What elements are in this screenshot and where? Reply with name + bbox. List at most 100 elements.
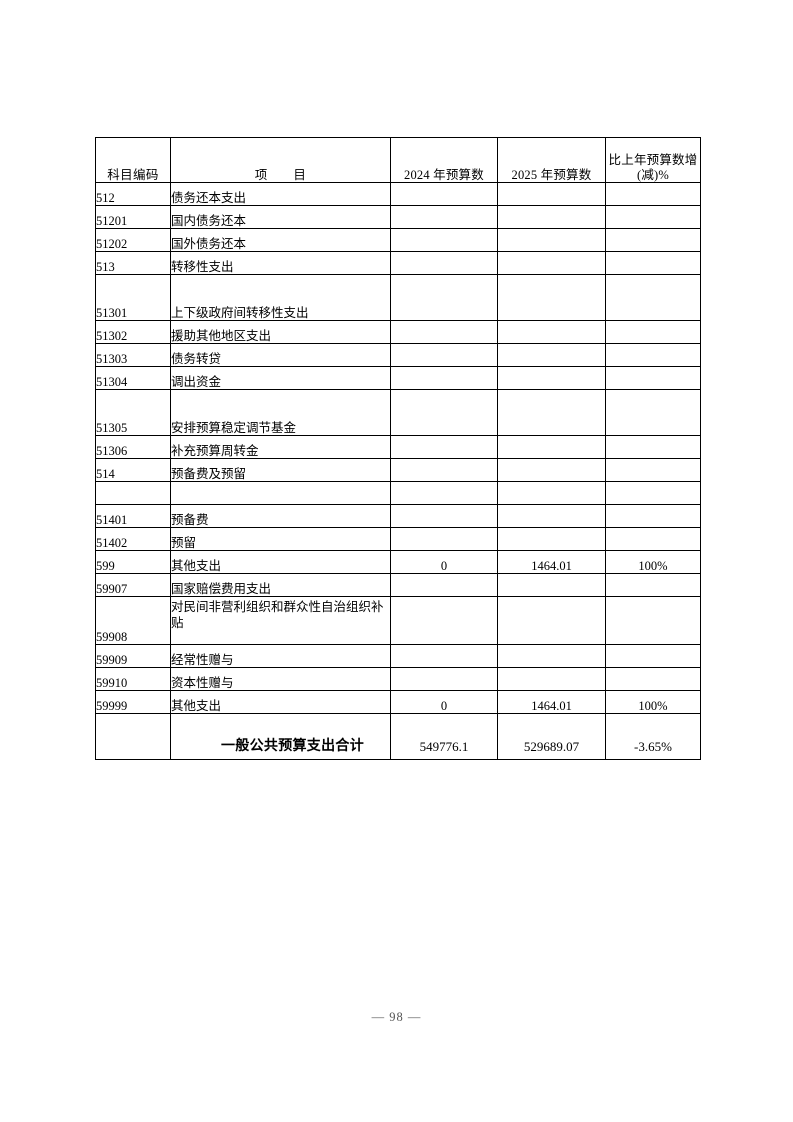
cell-change-pct: 100% [605, 690, 701, 714]
table-total-row: 一般公共预算支出合计 549776.1 529689.07 -3.65% [95, 713, 701, 760]
cell-code: 51202 [95, 228, 171, 252]
table-row: 51303 债务转贷 [95, 343, 701, 367]
cell-code [95, 713, 171, 760]
cell-code: 51304 [95, 366, 171, 390]
cell-change-pct [605, 458, 701, 482]
cell-code: 51401 [95, 504, 171, 528]
cell-budget-2025 [497, 182, 606, 206]
cell-code: 513 [95, 251, 171, 275]
cell-budget-2024 [390, 182, 498, 206]
cell-budget-2024 [390, 205, 498, 229]
cell-item: 经常性赠与 [170, 644, 391, 668]
cell-item: 调出资金 [170, 366, 391, 390]
table-row: 51305 安排预算稳定调节基金 [95, 389, 701, 436]
cell-code: 599 [95, 550, 171, 574]
cell-budget-2025 [497, 435, 606, 459]
column-header-2024: 2024 年预算数 [390, 137, 498, 183]
cell-change-pct [605, 527, 701, 551]
cell-budget-2024 [390, 644, 498, 668]
table-row: 51202 国外债务还本 [95, 228, 701, 252]
table-row: 51306 补充预算周转金 [95, 435, 701, 459]
cell-budget-2024 [390, 320, 498, 344]
budget-table-container: 科目编码 项 目 2024 年预算数 2025 年预算数 比上年预算数增(减)%… [95, 137, 701, 760]
cell-budget-2025 [497, 389, 606, 436]
page-number: — 98 — [371, 1010, 422, 1024]
cell-budget-2025 [497, 205, 606, 229]
table-row: 59907 国家赔偿费用支出 [95, 573, 701, 597]
cell-change-pct [605, 573, 701, 597]
cell-change-pct [605, 389, 701, 436]
table-row: 51301 上下级政府间转移性支出 [95, 274, 701, 321]
cell-item: 资本性赠与 [170, 667, 391, 691]
table-row: 59908 对民间非营利组织和群众性自治组织补贴 [95, 596, 701, 645]
cell-budget-2025 [497, 228, 606, 252]
table-row [95, 481, 701, 505]
cell-change-pct [605, 481, 701, 505]
cell-budget-2025: 529689.07 [497, 713, 606, 760]
cell-item: 安排预算稳定调节基金 [170, 389, 391, 436]
cell-budget-2025 [497, 667, 606, 691]
budget-expenditure-table: 科目编码 项 目 2024 年预算数 2025 年预算数 比上年预算数增(减)%… [95, 137, 701, 760]
cell-item: 债务转贷 [170, 343, 391, 367]
cell-change-pct [605, 182, 701, 206]
table-row: 51304 调出资金 [95, 366, 701, 390]
cell-item: 其他支出 [170, 550, 391, 574]
cell-item [170, 481, 391, 505]
cell-change-pct [605, 228, 701, 252]
cell-budget-2024 [390, 573, 498, 597]
cell-budget-2025 [497, 573, 606, 597]
table-header-row: 科目编码 项 目 2024 年预算数 2025 年预算数 比上年预算数增(减)% [95, 137, 701, 183]
cell-item: 预备费及预留 [170, 458, 391, 482]
cell-budget-2024 [390, 389, 498, 436]
cell-code: 51301 [95, 274, 171, 321]
column-header-item: 项 目 [170, 137, 391, 183]
cell-budget-2025 [497, 251, 606, 275]
cell-code: 51402 [95, 527, 171, 551]
cell-budget-2025 [497, 458, 606, 482]
cell-budget-2024: 549776.1 [390, 713, 498, 760]
cell-change-pct: 100% [605, 550, 701, 574]
column-header-code: 科目编码 [95, 137, 171, 183]
cell-budget-2024: 0 [390, 550, 498, 574]
cell-code: 59909 [95, 644, 171, 668]
cell-budget-2024 [390, 504, 498, 528]
table-header: 科目编码 项 目 2024 年预算数 2025 年预算数 比上年预算数增(减)% [95, 137, 701, 183]
cell-change-pct [605, 343, 701, 367]
cell-budget-2024 [390, 343, 498, 367]
table-row: 514 预备费及预留 [95, 458, 701, 482]
cell-budget-2025 [497, 644, 606, 668]
cell-change-pct [605, 320, 701, 344]
cell-code [95, 481, 171, 505]
cell-budget-2024 [390, 435, 498, 459]
cell-budget-2024 [390, 458, 498, 482]
table-row: 51302 援助其他地区支出 [95, 320, 701, 344]
cell-change-pct [605, 251, 701, 275]
cell-code: 512 [95, 182, 171, 206]
table-row: 59999 其他支出 0 1464.01 100% [95, 690, 701, 714]
cell-budget-2025 [497, 527, 606, 551]
cell-change-pct [605, 596, 701, 645]
cell-code: 59999 [95, 690, 171, 714]
cell-change-pct [605, 274, 701, 321]
cell-item: 上下级政府间转移性支出 [170, 274, 391, 321]
cell-budget-2024 [390, 667, 498, 691]
column-header-change: 比上年预算数增(减)% [605, 137, 701, 183]
table-row: 59910 资本性赠与 [95, 667, 701, 691]
cell-budget-2025 [497, 320, 606, 344]
cell-budget-2024 [390, 274, 498, 321]
cell-budget-2024 [390, 228, 498, 252]
cell-budget-2024 [390, 596, 498, 645]
table-row: 512 债务还本支出 [95, 182, 701, 206]
column-header-2025: 2025 年预算数 [497, 137, 606, 183]
cell-code: 51305 [95, 389, 171, 436]
table-row: 51201 国内债务还本 [95, 205, 701, 229]
cell-code: 59910 [95, 667, 171, 691]
cell-budget-2025: 1464.01 [497, 550, 606, 574]
table-row: 513 转移性支出 [95, 251, 701, 275]
cell-code: 59908 [95, 596, 171, 645]
cell-item: 预备费 [170, 504, 391, 528]
cell-code: 51302 [95, 320, 171, 344]
cell-budget-2025 [497, 504, 606, 528]
cell-item: 一般公共预算支出合计 [170, 713, 391, 760]
cell-code: 51201 [95, 205, 171, 229]
